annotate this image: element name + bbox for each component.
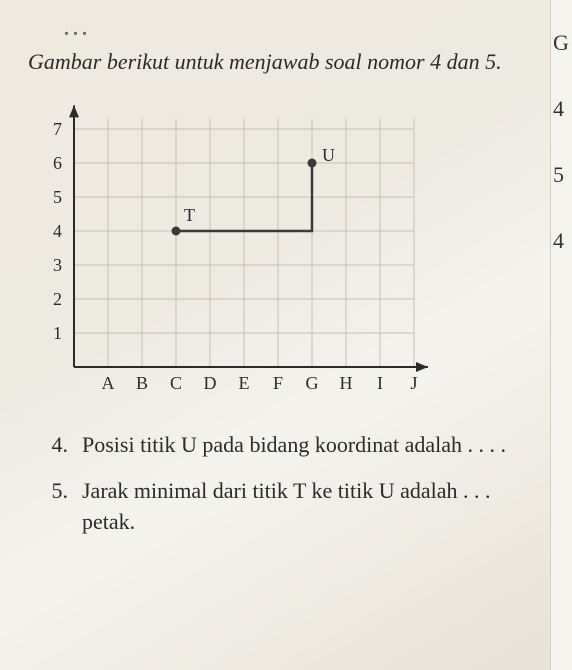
question-item: 4.Posisi titik U pada bidang koordinat a… — [28, 429, 548, 461]
point-u — [308, 158, 317, 167]
instruction-text: Gambar berikut untuk menjawab soal nomor… — [28, 47, 548, 77]
question-item: 5.Jarak minimal dari titik T ke titik U … — [28, 475, 548, 539]
cutoff-fragment: 5 — [553, 162, 572, 188]
y-axis-arrow — [69, 105, 79, 117]
y-tick-label: 4 — [53, 221, 62, 241]
cutoff-fragment: G — [553, 30, 572, 56]
x-tick-label: G — [306, 373, 319, 393]
x-axis-arrow — [416, 362, 428, 372]
question-list: 4.Posisi titik U pada bidang koordinat a… — [28, 429, 548, 539]
page-cutoff-strip: G 4 5 4 — [550, 0, 572, 670]
x-tick-label: C — [170, 373, 182, 393]
point-label-u: U — [322, 145, 335, 165]
question-text: Jarak minimal dari titik T ke titik U ad… — [82, 475, 548, 539]
page: ... Gambar berikut untuk menjawab soal n… — [0, 0, 572, 670]
point-t — [172, 226, 181, 235]
chart-svg: 1 2 3 4 5 6 7 A B C D E F G H I J T U — [34, 97, 434, 407]
x-tick-label: A — [102, 373, 115, 393]
point-label-t: T — [184, 205, 195, 225]
question-number: 4. — [28, 429, 82, 461]
x-tick-label: I — [377, 373, 383, 393]
x-tick-label: E — [239, 373, 250, 393]
leading-dots: ... — [64, 18, 548, 41]
cutoff-fragment: 4 — [553, 96, 572, 122]
y-tick-label: 1 — [53, 323, 62, 343]
y-tick-label: 5 — [53, 187, 62, 207]
x-tick-label: D — [204, 373, 217, 393]
y-tick-label: 7 — [53, 119, 62, 139]
x-tick-label: J — [410, 373, 417, 393]
question-text: Posisi titik U pada bidang koordinat ada… — [82, 429, 548, 461]
y-tick-label: 3 — [53, 255, 62, 275]
x-tick-label: H — [340, 373, 353, 393]
question-number: 5. — [28, 475, 82, 507]
x-tick-label: B — [136, 373, 148, 393]
y-tick-label: 6 — [53, 153, 62, 173]
cutoff-fragment: 4 — [553, 228, 572, 254]
y-tick-label: 2 — [53, 289, 62, 309]
coordinate-chart: 1 2 3 4 5 6 7 A B C D E F G H I J T U — [34, 97, 548, 407]
x-tick-label: F — [273, 373, 283, 393]
